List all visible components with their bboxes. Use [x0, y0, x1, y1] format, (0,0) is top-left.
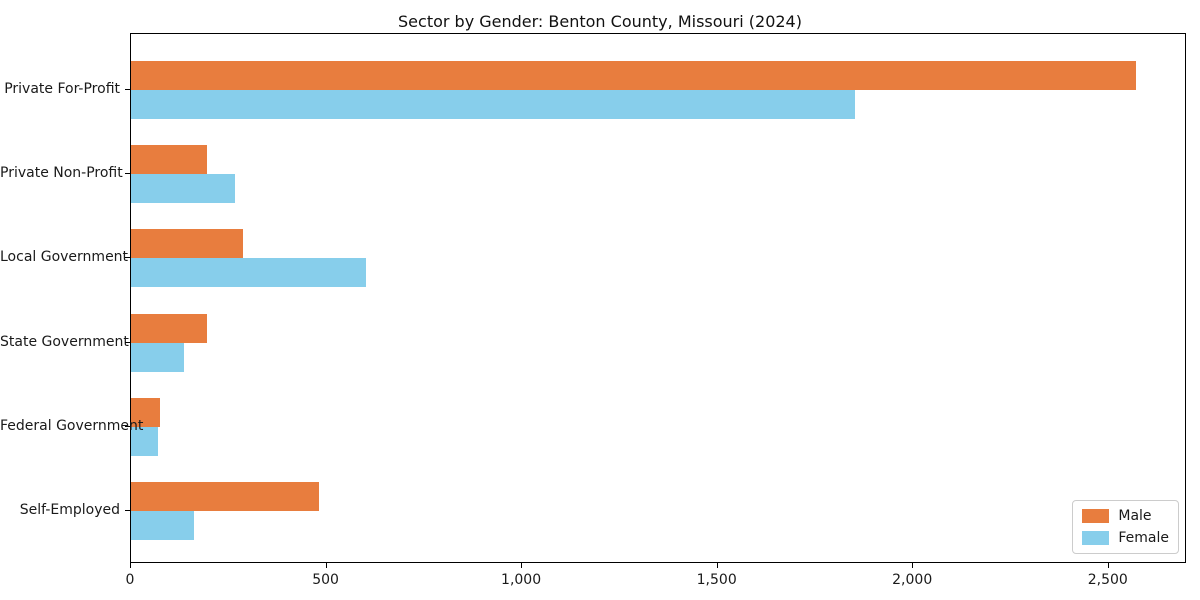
male-bar: [131, 229, 243, 259]
y-axis-tick-mark: [125, 510, 130, 511]
male-bar: [131, 313, 208, 343]
x-axis-tick-label: 1,000: [501, 572, 542, 588]
legend-label: Male: [1118, 508, 1152, 524]
x-axis-tick-mark: [1107, 563, 1109, 568]
x-axis-tick-mark: [325, 563, 327, 568]
male-bar: [131, 145, 208, 175]
female-bar: [131, 90, 855, 119]
legend-swatch-male: [1082, 509, 1110, 523]
y-axis-tick-mark: [125, 257, 130, 259]
y-axis-tick-mark: [125, 173, 130, 175]
x-axis-tick-label: 2,000: [892, 572, 933, 588]
plot-area: Male Female: [130, 33, 1186, 563]
x-axis-tick-mark: [912, 563, 914, 568]
male-bar: [131, 61, 1137, 90]
x-axis-tick-label: 2,500: [1087, 572, 1128, 588]
chart-title: Sector by Gender: Benton County, Missour…: [398, 12, 802, 31]
y-axis-tick-mark: [125, 341, 130, 343]
y-axis-tick-mark: [125, 425, 130, 427]
legend-swatch-female: [1082, 531, 1110, 545]
category-label: Self-Employed: [19, 502, 120, 518]
male-bar: [131, 397, 161, 427]
legend: Male Female: [1072, 500, 1179, 554]
x-axis-tick-mark: [716, 563, 718, 568]
x-axis-tick-mark: [521, 563, 523, 568]
female-bar: [131, 342, 184, 372]
legend-label: Female: [1118, 530, 1169, 546]
x-axis-tick-label: 1,500: [696, 572, 737, 588]
x-axis-tick-mark: [130, 563, 131, 568]
category-label: Private For-Profit: [4, 81, 120, 97]
category-label: State Government: [0, 333, 129, 350]
x-axis-tick-label: 0: [125, 572, 135, 588]
category-label: Private Non-Profit: [0, 165, 123, 182]
category-label: Local Government: [0, 249, 129, 266]
x-axis-tick-label: 500: [312, 572, 339, 588]
legend-entry: Male: [1082, 508, 1169, 524]
female-bar: [131, 174, 235, 204]
male-bar: [131, 482, 319, 511]
female-bar: [131, 258, 366, 288]
female-bar: [131, 511, 194, 540]
y-axis-tick-mark: [125, 89, 130, 90]
female-bar: [131, 426, 158, 456]
category-label: Federal Government: [0, 417, 144, 434]
legend-entry: Female: [1082, 530, 1169, 546]
